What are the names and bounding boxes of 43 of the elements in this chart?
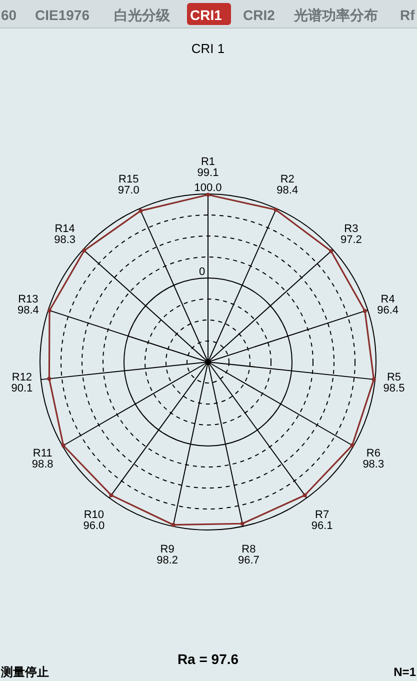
text: Ra = 97.6 [177,651,239,667]
spoke-label: R1 [200,156,216,168]
data-label: 98.5 [383,382,405,395]
text: CRI2 [243,7,276,23]
spoke-label: R3 [344,223,358,236]
data-label: 98.3 [362,458,384,470]
text: Rf [400,7,416,23]
spoke-label: R7 [315,509,330,522]
y-tick-label: 100.0 [194,182,222,194]
spoke-label: R6 [366,448,380,460]
text: 光谱功率分布 [293,7,378,23]
spoke-label: R12 [12,372,32,384]
data-label: 96.1 [311,520,333,532]
data-label: 96.7 [238,554,260,567]
spoke-label: R15 [118,174,139,186]
data-label: 97.2 [340,234,362,246]
spoke-label: R4 [380,294,395,306]
data-label: 97.0 [118,184,140,197]
data-label: 98.4 [276,184,298,197]
text: CRI1 [190,7,222,23]
data-label: 96.0 [83,520,105,532]
spoke-label: R8 [242,544,256,556]
data-label: 98.4 [17,304,39,317]
spoke-label: R5 [386,372,402,384]
data-label: 98.2 [156,554,178,567]
spoke-label: R13 [18,294,38,306]
spoke-label: R9 [160,544,174,556]
text: 测量停止 [0,665,49,679]
chart-title: CRI 1 [191,41,225,56]
text: 60 [1,7,17,23]
data-label: 98.3 [54,234,76,246]
text: N=1 [394,665,416,679]
data-label: 90.1 [11,382,33,395]
data-label: 96.4 [377,304,399,317]
spoke-label: R10 [84,509,104,522]
data-label: 98.8 [32,458,54,470]
text: CIE1976 [35,7,90,23]
y-tick-label: 0 [198,266,206,278]
spoke-label: R11 [32,448,52,460]
data-label: 99.1 [197,167,219,179]
spoke-label: R2 [280,174,294,186]
text: 白光分级 [114,7,171,23]
spoke-label: R14 [54,223,75,236]
